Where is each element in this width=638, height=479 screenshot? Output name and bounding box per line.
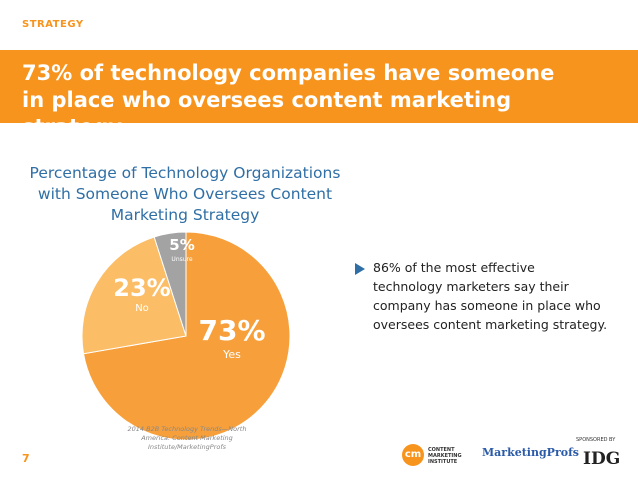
page-number: 7 xyxy=(22,452,30,465)
cmi-name: CONTENT MARKETING INSTITUTE xyxy=(428,447,462,465)
chart-title: Percentage of Technology Organizations w… xyxy=(29,164,341,224)
category-label: Unsure xyxy=(171,256,192,263)
callout: 86% of the most effective technology mar… xyxy=(373,260,608,332)
pie-slice xyxy=(81,236,187,355)
pie-slice xyxy=(153,231,187,337)
idg-logo: IDG xyxy=(583,449,621,469)
headline-band xyxy=(0,50,638,123)
value-label: 5% xyxy=(169,236,194,254)
marketingprofs-logo: MarketingProfs xyxy=(482,446,579,459)
pie-slice xyxy=(82,231,291,441)
category-label: Yes xyxy=(222,348,241,361)
chart-source: 2014 B2B Technology Trends—North America… xyxy=(127,425,247,451)
value-label: 73% xyxy=(198,314,265,347)
bullet-arrow xyxy=(355,263,365,275)
sponsored-by: SPONSORED BY xyxy=(576,437,616,443)
value-label: 23% xyxy=(113,274,170,302)
cmi-logo: cm xyxy=(402,444,424,466)
category-label: No xyxy=(135,303,149,314)
section-label: STRATEGY xyxy=(22,19,84,30)
headline: 73% of technology companies have someone… xyxy=(22,61,555,139)
